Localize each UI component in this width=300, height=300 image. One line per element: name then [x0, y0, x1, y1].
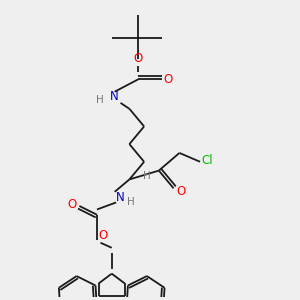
Text: O: O: [176, 185, 185, 198]
Text: H: H: [96, 95, 104, 105]
Text: H: H: [127, 196, 135, 206]
Text: N: N: [116, 190, 125, 204]
Text: O: O: [67, 198, 76, 211]
Text: H: H: [143, 172, 151, 182]
Text: O: O: [134, 52, 143, 65]
Text: O: O: [164, 73, 173, 86]
Text: Cl: Cl: [202, 154, 213, 167]
Text: O: O: [98, 229, 107, 242]
Text: N: N: [110, 91, 119, 103]
